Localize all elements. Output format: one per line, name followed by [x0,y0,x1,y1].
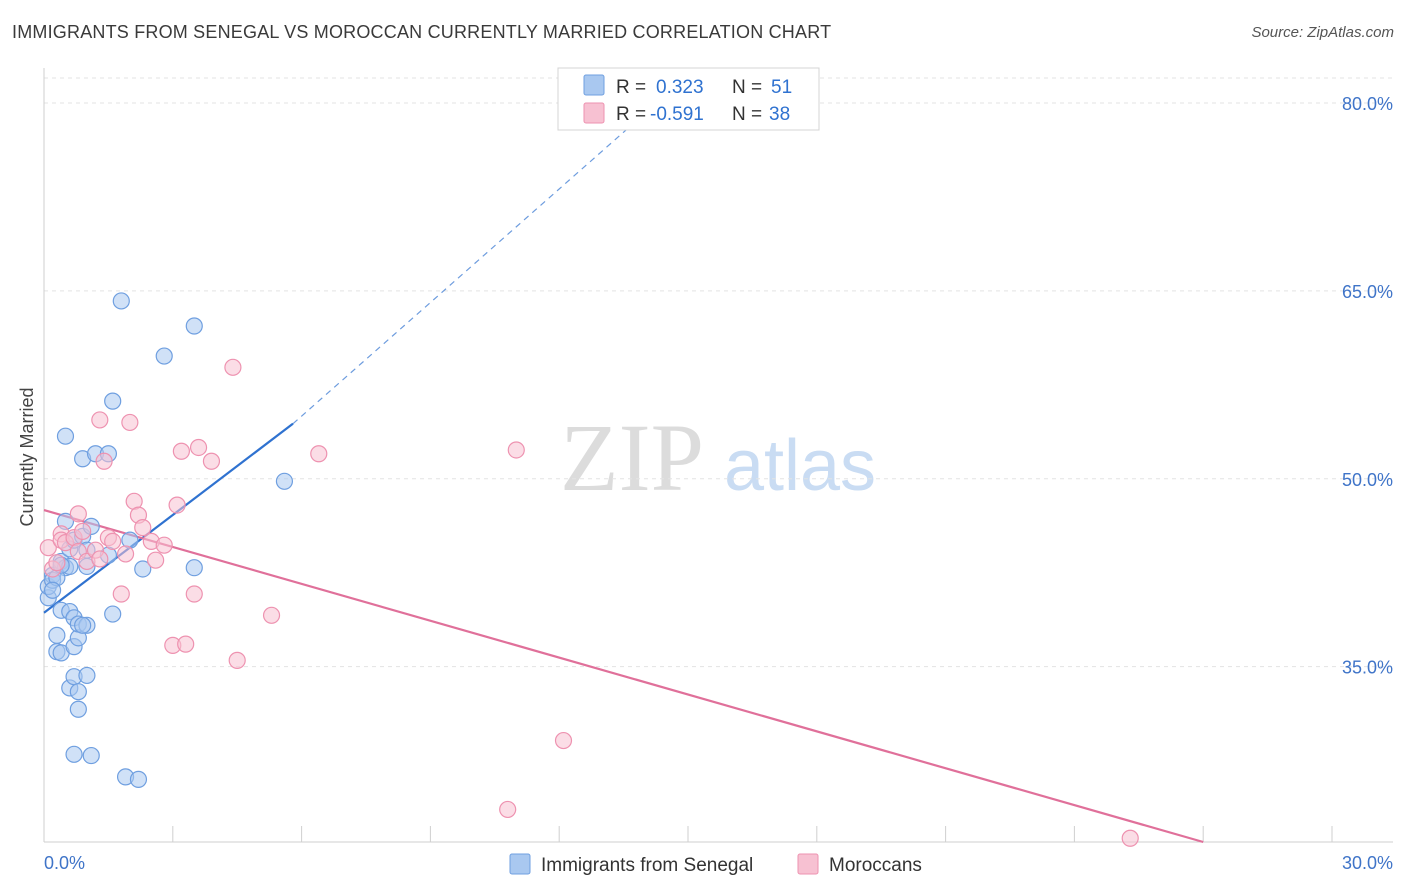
y-tick-label: 35.0% [1342,658,1393,678]
senegal-point [74,616,92,634]
moroccan-point [95,452,113,470]
senegal-trend-line [43,422,294,614]
senegal-n-value: 51 [771,77,792,98]
watermark-atlas: atlas [724,426,876,506]
senegal-point [185,317,203,335]
moroccan-point [499,800,517,819]
moroccan-r-label: R = [616,104,651,125]
stats-legend: R = 0.323 N = 51 R = -0.591 N = 38 [557,67,820,131]
senegal-r-value: 0.323 [656,77,704,98]
moroccan-point [228,651,246,669]
senegal-point [129,770,148,788]
axis-layer: 35.0% 50.0% 65.0% 80.0% [43,68,1393,843]
moroccan-swatch [583,102,605,124]
moroccan-point [155,536,173,554]
senegal-point [104,392,122,410]
moroccan-point [224,358,242,376]
y-tick-label: 80.0% [1342,94,1393,114]
senegal-point [112,292,130,310]
moroccan-point [48,554,66,572]
senegal-point [69,683,87,701]
moroccan-point [177,635,195,653]
moroccan-point [112,585,130,603]
point-layer [39,292,1139,847]
y-tick-label: 65.0% [1342,282,1393,302]
senegal-r-label: R = [616,77,651,98]
senegal-point [78,666,96,685]
moroccan-point [1121,829,1139,847]
legend-senegal-label: Immigrants from Senegal [541,855,753,876]
moroccan-point [121,413,139,432]
moroccan-n-value: 38 [769,104,790,125]
moroccan-point [116,545,135,563]
moroccan-point [134,519,152,537]
moroccan-point [262,606,281,624]
senegal-trend-extension [292,90,672,425]
senegal-point [65,745,83,763]
senegal-point [134,560,152,578]
x-tick-label-min: 0.0% [44,853,85,873]
senegal-point [275,472,294,490]
source-label: Source: ZipAtlas.com [1251,24,1394,41]
moroccan-point [147,551,165,569]
moroccan-point [172,442,190,460]
trend-layer [43,90,1204,844]
moroccan-point [91,550,109,568]
moroccan-point [69,505,87,523]
y-axis-label: Currently Married [17,387,37,526]
moroccan-point [104,532,122,551]
moroccan-point [39,539,57,557]
senegal-point [82,746,100,765]
watermark-zip: ZIP [560,404,704,511]
moroccan-point [310,445,328,463]
legend-moroccan-label: Moroccans [829,855,922,876]
moroccan-r-value: -0.591 [650,104,704,125]
senegal-point [43,581,62,599]
series-legend: Immigrants from Senegal Moroccans [509,853,922,876]
moroccan-point [168,496,186,514]
chart-title: IMMIGRANTS FROM SENEGAL VS MOROCCAN CURR… [12,22,832,42]
senegal-point [104,605,122,623]
legend-moroccan-swatch [797,853,819,875]
y-tick-label: 50.0% [1342,470,1393,490]
senegal-point [155,347,173,365]
moroccan-point [202,452,221,470]
moroccan-point [91,411,109,429]
legend-senegal-swatch [509,853,531,875]
moroccan-point [74,522,92,540]
moroccan-point [189,438,208,457]
moroccan-point [554,731,573,750]
moroccan-point [507,441,525,459]
senegal-point [48,626,66,644]
moroccan-point [185,585,203,603]
moroccan-n-label: N = [732,104,767,125]
x-tick-label-max: 30.0% [1342,853,1393,873]
senegal-n-label: N = [732,77,767,98]
senegal-point [185,559,203,577]
senegal-point [69,700,87,718]
senegal-point [56,427,75,445]
senegal-swatch [583,74,605,96]
moroccan-trend-line [43,509,1204,844]
grid-layer [44,77,1393,668]
